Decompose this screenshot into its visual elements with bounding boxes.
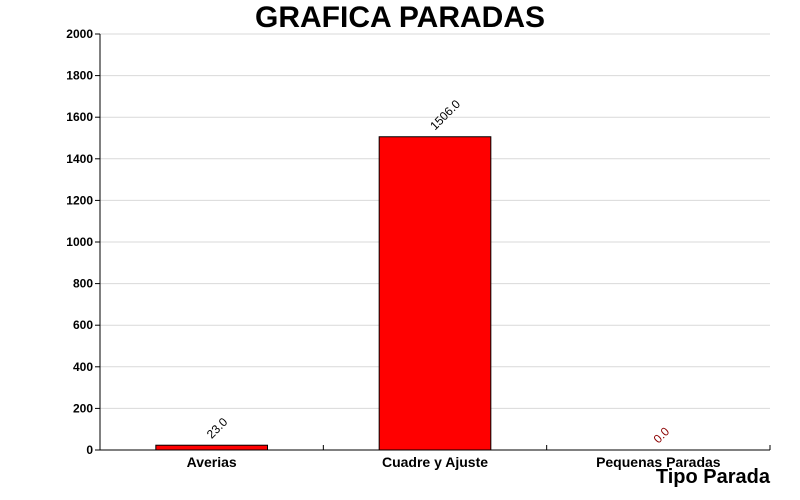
- y-tick-label: 0: [86, 443, 93, 457]
- y-tick-label: 400: [73, 360, 93, 374]
- value-label: 1506.0: [427, 97, 463, 133]
- chart-title: GRAFICA PARADAS: [255, 1, 545, 34]
- y-tick-label: 1400: [66, 152, 93, 166]
- x-tick-label: Pequenas Paradas: [596, 454, 721, 470]
- y-tick-label: 2000: [66, 27, 93, 41]
- y-tick-label: 600: [73, 318, 93, 332]
- x-tick-label: Averias: [187, 454, 237, 470]
- y-tick-label: 1600: [66, 110, 93, 124]
- y-tick-label: 200: [73, 401, 93, 415]
- bar: [378, 136, 492, 451]
- y-tick-labels: 0 200 400 600 800 1000 1200 1400 1600 1800 2000: [66, 27, 93, 457]
- y-tick-label: 1800: [66, 69, 93, 83]
- bar: [155, 444, 268, 451]
- x-axis-label: Tipo Parada: [655, 466, 770, 488]
- bars: [155, 136, 492, 451]
- value-label: 0.0: [651, 424, 673, 446]
- y-tick-label: 800: [73, 277, 93, 291]
- x-tick-labels: Averias Cuadre y Ajuste Pequenas Paradas: [187, 454, 721, 470]
- y-tick-label: 1000: [66, 235, 93, 249]
- x-tick-label: Cuadre y Ajuste: [382, 454, 488, 470]
- axes: [95, 33, 771, 451]
- y-tick-label: 1200: [66, 193, 93, 207]
- value-label: 23.0: [204, 415, 231, 442]
